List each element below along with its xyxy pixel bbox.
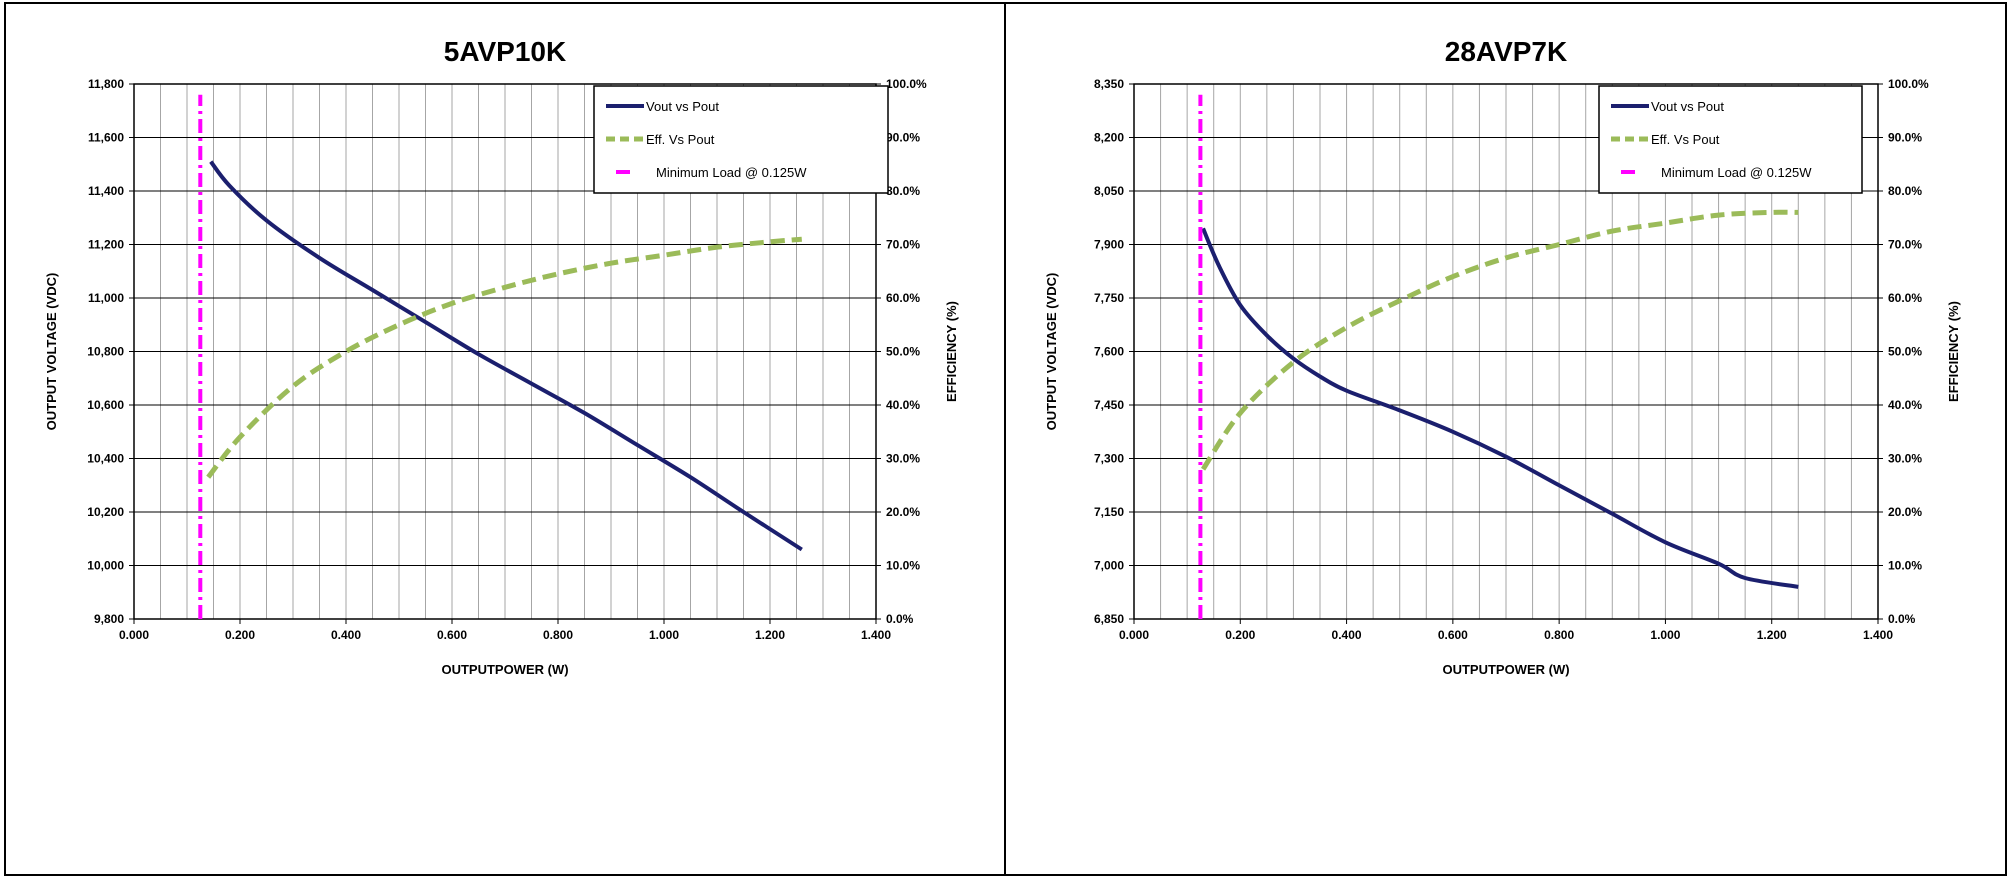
- y-tick-label: 11,200: [88, 238, 124, 252]
- y2-tick-label: 20.0%: [886, 505, 920, 519]
- y-tick-label: 7,300: [1094, 452, 1124, 466]
- x-tick-label: 1.000: [649, 628, 679, 642]
- x-tick-label: 0.000: [1119, 628, 1149, 642]
- y-tick-label: 7,600: [1094, 345, 1124, 359]
- x-tick-label: 0.600: [1438, 628, 1468, 642]
- legend-label-eff-vs-pout: Eff. Vs Pout: [646, 132, 715, 147]
- y-tick-label: 7,900: [1094, 238, 1124, 252]
- chart-28avp7k: 28AVP7K 0.000 0.200 0.400 0.600 0.800 1.000 1.2…: [1044, 36, 1961, 677]
- legend-label-vout-vs-pout: Vout vs Pout: [646, 99, 719, 114]
- x-tick-label: 0.000: [119, 628, 149, 642]
- series-line-vout-vs-pout: [209, 160, 803, 552]
- y-tick-label: 11,000: [88, 291, 124, 305]
- x-tick-label: 0.600: [437, 628, 467, 642]
- y-tick-label: 7,000: [1094, 559, 1124, 573]
- x-tick-label: 1.200: [755, 628, 785, 642]
- y-tick-label: 6,850: [1094, 612, 1124, 626]
- x-axis-label: OUTPUTPOWER (W): [1442, 662, 1569, 677]
- y-tick-label: 10,800: [87, 345, 124, 359]
- x-axis-label: OUTPUTPOWER (W): [441, 662, 568, 677]
- y-tick-label: 10,000: [87, 559, 124, 573]
- x-tick-label: 1.200: [1757, 628, 1787, 642]
- x-tick-label: 1.400: [1863, 628, 1893, 642]
- y-tick-label: 8,050: [1094, 184, 1124, 198]
- y2-tick-label: 20.0%: [1888, 505, 1922, 519]
- y2-tick-label: 10.0%: [886, 559, 920, 573]
- legend-label-eff-vs-pout: Eff. Vs Pout: [1651, 132, 1720, 147]
- x-tick-label: 1.000: [1650, 628, 1680, 642]
- y-tick-label: 10,600: [87, 398, 124, 412]
- y2-tick-label: 50.0%: [1888, 345, 1922, 359]
- y-tick-label: 7,750: [1094, 291, 1124, 305]
- x-tick-label: 0.200: [1225, 628, 1255, 642]
- x-tick-label: 0.800: [543, 628, 573, 642]
- y-tick-label: 8,350: [1094, 77, 1124, 91]
- x-tick-label: 0.400: [331, 628, 361, 642]
- y2-tick-label: 30.0%: [886, 452, 920, 466]
- y2-tick-label: 80.0%: [886, 184, 920, 198]
- y-tick-label: 10,400: [87, 452, 124, 466]
- y-tick-label: 8,200: [1094, 131, 1124, 145]
- y2-tick-label: 10.0%: [1888, 559, 1922, 573]
- y2-tick-label: 30.0%: [1888, 452, 1922, 466]
- legend-label-minimum-load-0-125w: Minimum Load @ 0.125W: [1661, 165, 1812, 180]
- y2-tick-label: 60.0%: [1888, 291, 1922, 305]
- legend-box: [1598, 85, 1863, 194]
- chart-title: 5AVP10K: [444, 36, 566, 67]
- series-line-vout-vs-pout: [1201, 227, 1799, 589]
- chart-5avp10k: 5AVP10K 0.000 0.200 0.400 0.600 0.800 1.000 1.2…: [44, 36, 959, 677]
- y2-tick-label: 40.0%: [1888, 398, 1922, 412]
- y-tick-label: 10,200: [87, 505, 124, 519]
- y-tick-label: 7,450: [1094, 398, 1124, 412]
- legend-label-vout-vs-pout: Vout vs Pout: [1651, 99, 1724, 114]
- y2-tick-label: 0.0%: [1888, 612, 1916, 626]
- y-tick-label: 11,600: [88, 131, 124, 145]
- y-axis-label: OUTPUT VOLTAGE (VDC): [44, 273, 59, 431]
- y2-tick-label: 100.0%: [886, 77, 927, 91]
- x-tick-label: 1.400: [861, 628, 891, 642]
- y2-axis-label: EFFICIENCY (%): [944, 301, 959, 402]
- series-line-eff-vs-pout: [206, 236, 802, 479]
- y2-tick-label: 40.0%: [886, 398, 920, 412]
- x-tick-label: 0.200: [225, 628, 255, 642]
- legend-label-minimum-load-0-125w: Minimum Load @ 0.125W: [656, 165, 807, 180]
- panel-divider: [1004, 2, 1006, 876]
- y2-tick-label: 60.0%: [886, 291, 920, 305]
- y2-tick-label: 70.0%: [886, 238, 920, 252]
- y2-axis-label: EFFICIENCY (%): [1946, 301, 1961, 402]
- legend: Vout vs Pout Eff. Vs Pout Minimum Load @ 0…: [1598, 85, 1863, 194]
- x-tick-label: 0.400: [1332, 628, 1362, 642]
- y2-tick-label: 90.0%: [1888, 131, 1922, 145]
- y2-tick-label: 50.0%: [886, 345, 920, 359]
- y2-tick-label: 90.0%: [886, 131, 920, 145]
- chart-panel-5avp10k: 5AVP10K 0.000 0.200 0.400 0.600 0.800 1.000 1.2…: [6, 4, 1004, 874]
- y2-tick-label: 0.0%: [886, 612, 914, 626]
- y2-tick-label: 70.0%: [1888, 238, 1922, 252]
- y-axis-label: OUTPUT VOLTAGE (VDC): [1044, 273, 1059, 431]
- y2-tick-label: 80.0%: [1888, 184, 1922, 198]
- chart-panel-28avp7k: 28AVP7K 0.000 0.200 0.400 0.600 0.800 1.000 1.2…: [1006, 4, 2005, 874]
- y-tick-label: 11,400: [88, 184, 124, 198]
- legend: Vout vs Pout Eff. Vs Pout Minimum Load @ 0…: [593, 85, 889, 194]
- y-tick-label: 11,800: [88, 77, 124, 91]
- chart-title: 28AVP7K: [1445, 36, 1567, 67]
- y-tick-label: 9,800: [94, 612, 124, 626]
- x-tick-label: 0.800: [1544, 628, 1574, 642]
- y2-tick-label: 100.0%: [1888, 77, 1929, 91]
- series-line-eff-vs-pout: [1201, 209, 1799, 471]
- y-tick-label: 7,150: [1094, 505, 1124, 519]
